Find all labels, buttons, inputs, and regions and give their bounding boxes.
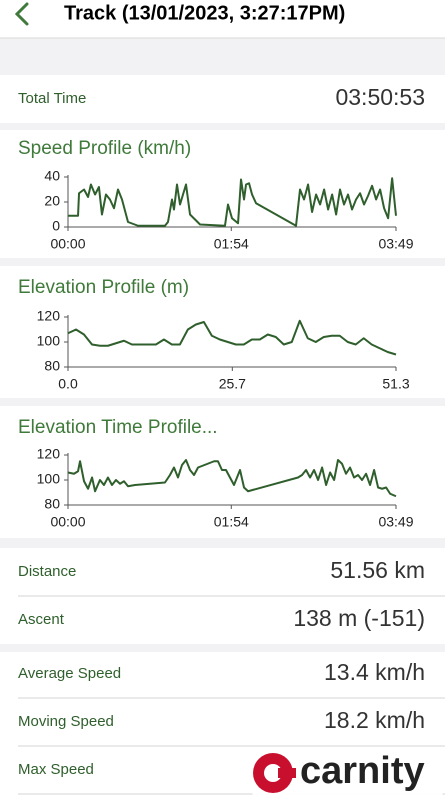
- stats: Distance 51.56 km Ascent 138 m (-151) Averag…: [18, 557, 445, 795]
- y-tick-label: 120: [37, 446, 61, 462]
- total-time-label: Total Time: [18, 90, 86, 107]
- charts: Speed Profile (km/h) 0 20 40 00:00 01:54 03:49…: [18, 138, 414, 530]
- x-tick-label: 01:54: [214, 236, 249, 252]
- chart-card: [0, 130, 445, 258]
- chart-card: [0, 406, 445, 538]
- y-tick-label: 100: [37, 471, 61, 487]
- x-tick-label: 00:00: [50, 236, 85, 252]
- stat-value: 138 m (-151): [293, 605, 425, 631]
- x-tick-label: 00:00: [50, 514, 85, 530]
- x-tick-label: 0.0: [58, 376, 78, 392]
- watermark-bg: [250, 748, 445, 800]
- stat-value: 51.56 km: [330, 557, 425, 583]
- watermark-logo: [264, 764, 282, 782]
- stat-value: 18.2 km/h: [324, 707, 425, 733]
- chart-card: [0, 266, 445, 398]
- chart-title: Elevation Profile (m): [18, 277, 189, 298]
- y-tick-label: 40: [44, 168, 60, 184]
- watermark-logo: [278, 768, 296, 778]
- back-button[interactable]: [14, 2, 29, 26]
- total-time-value: 03:50:53: [335, 84, 425, 110]
- header-bar: [0, 0, 445, 38]
- watermark-text: carnity: [300, 750, 425, 792]
- total-time-row: [0, 75, 445, 123]
- stat-label: Average Speed: [18, 665, 121, 682]
- stat-label: Moving Speed: [18, 713, 114, 730]
- stat-value: 13.4 km/h: [324, 659, 425, 685]
- x-tick-label: 25.7: [219, 376, 246, 392]
- data-line: [68, 177, 397, 227]
- stat-label: Max Speed: [18, 761, 94, 778]
- stat-label: Ascent: [18, 611, 65, 628]
- watermark: carnity: [250, 748, 445, 800]
- header-title: Track (13/01/2023, 3:27:17PM): [64, 2, 345, 24]
- chart-title: Elevation Time Profile...: [18, 417, 218, 438]
- chart-title: Speed Profile (km/h): [18, 138, 191, 159]
- stat-label: Distance: [18, 563, 76, 580]
- x-tick-label: 01:54: [214, 514, 249, 530]
- data-line: [67, 459, 397, 498]
- y-tick-label: 20: [44, 193, 60, 209]
- data-line: [67, 319, 397, 356]
- y-tick-label: 80: [44, 358, 60, 374]
- y-tick-label: 100: [37, 333, 61, 349]
- y-tick-label: 120: [37, 308, 61, 324]
- y-tick-label: 0: [52, 218, 60, 234]
- x-tick-label: 51.3: [382, 376, 409, 392]
- x-tick-label: 03:49: [378, 514, 413, 530]
- y-tick-label: 80: [44, 496, 60, 512]
- x-tick-label: 03:49: [378, 236, 413, 252]
